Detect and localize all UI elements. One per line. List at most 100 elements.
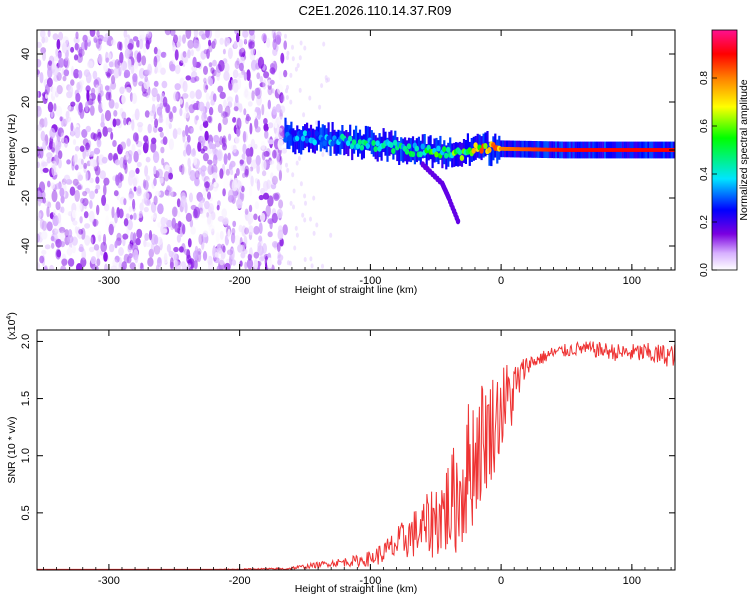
heatmap-noise-cell <box>241 185 245 193</box>
heatmap-noise-cell <box>217 122 222 133</box>
heatmap-noise-cell <box>212 93 217 103</box>
heatmap-noise-cell <box>67 235 74 244</box>
heatmap-noise-cell <box>98 53 103 65</box>
heatmap-noise-cell <box>259 76 263 83</box>
heatmap-noise-cell <box>192 250 199 261</box>
heatmap-noise-cell <box>101 99 106 111</box>
heatmap-noise-cell <box>94 188 99 194</box>
heatmap-noise-cell <box>42 167 49 173</box>
heatmap-noise-cell <box>38 212 42 219</box>
heatmap-noise-cell <box>75 182 81 189</box>
heatmap-noise-cell <box>253 259 259 270</box>
heatmap-noise-cell <box>96 248 101 259</box>
heatmap-noise-cell <box>39 147 44 159</box>
heatmap-noise-cell <box>79 145 85 152</box>
heatmap-noise-cell <box>153 165 157 175</box>
heatmap-noise-cell <box>250 175 254 187</box>
heatmap-noise-cell <box>178 246 184 253</box>
colorbar-axis: 0.0 0.2 0.4 0.6 0.8 <box>699 71 717 277</box>
heatmap-noise-cell <box>212 144 217 155</box>
heatmap-noise-cell <box>253 251 260 259</box>
heatmap-noise-cell <box>73 54 79 61</box>
snr-x-axis: -300 -200 -100 0 100 <box>43 330 672 587</box>
heatmap-noise-cell <box>58 31 64 41</box>
heatmap-noise-cell <box>160 228 168 234</box>
heatmap-noise-cell <box>211 228 215 236</box>
heatmap-noise-cell <box>119 51 124 64</box>
heatmap-noise-cell <box>106 72 111 79</box>
heatmap-noise-cell <box>322 41 326 47</box>
heatmap-noise-cell <box>99 83 103 94</box>
heatmap-noise-cell <box>299 40 303 46</box>
heatmap-noise-cell <box>271 88 275 94</box>
heatmap-noise-cell <box>224 262 231 270</box>
heatmap-noise-cell <box>69 186 76 196</box>
heatmap-noise-cell <box>40 130 46 142</box>
heatmap-noise-cell <box>137 121 144 128</box>
heatmap-noise-cell <box>127 174 134 186</box>
heatmap-noise-cell <box>197 167 203 175</box>
heatmap-noise-cell <box>126 225 130 236</box>
heatmap-noise-cell <box>57 52 62 60</box>
heatmap-signal-halo <box>411 136 415 161</box>
heatmap-noise-cell <box>82 191 88 197</box>
heatmap-noise-cell <box>244 208 249 215</box>
heatmap-noise-cell <box>227 47 233 60</box>
heatmap-noise-cell <box>264 130 269 139</box>
snr-series-line <box>37 340 675 570</box>
colorbar-tick-label: 0.0 <box>699 263 710 277</box>
heatmap-noise-cell <box>273 32 277 43</box>
heatmap-noise-cell <box>243 108 247 116</box>
heatmap-noise-cell <box>145 156 151 163</box>
heatmap-noise-cell <box>160 146 165 154</box>
heatmap-noise-cell <box>131 143 136 154</box>
heatmap-noise-cell <box>175 261 181 270</box>
heatmap-noise-cell <box>96 258 101 267</box>
heatmap-noise-cell <box>206 48 210 59</box>
heatmap-noise-cell <box>272 149 277 159</box>
colorbar-tick-label: 0.2 <box>699 215 710 229</box>
heatmap-noise-cell <box>79 79 85 86</box>
heatmap-noise-cell <box>228 163 233 171</box>
heatmap-noise-cell <box>180 195 187 208</box>
heatmap-noise-cell <box>128 253 133 259</box>
heatmap-noise-cell <box>238 103 243 113</box>
heatmap-noise-cell <box>294 66 298 72</box>
heatmap-noise-cell <box>182 224 186 235</box>
heatmap-noise-cell <box>189 188 195 195</box>
heatmap-noise-cell <box>155 61 162 73</box>
heatmap-noise-cell <box>156 106 163 116</box>
heatmap-noise-cell <box>285 162 288 168</box>
heatmap-signal-cell <box>359 144 365 151</box>
heatmap-noise-cell <box>137 262 141 268</box>
heatmap-noise-cell <box>276 242 281 253</box>
heatmap-noise-cell <box>187 171 191 178</box>
heatmap-noise-cell <box>248 225 254 236</box>
heatmap-noise-cell <box>198 233 204 245</box>
heatmap-signal-cell <box>304 137 310 144</box>
heatmap-noise-cell <box>88 210 95 223</box>
heatmap-noise-cell <box>277 251 281 259</box>
heatmap-noise-cell <box>61 258 68 266</box>
heatmap-noise-cell <box>111 206 115 219</box>
heatmap-noise-cell <box>61 42 67 54</box>
heatmap-noise-cell <box>238 181 244 189</box>
heatmap-noise-cell <box>247 213 254 225</box>
heatmap-noise-cell <box>260 140 266 150</box>
heatmap-noise-cell <box>85 85 91 93</box>
heatmap-noise-cell <box>187 49 191 59</box>
heatmap-noise-cell <box>139 202 144 212</box>
heatmap-noise-cell <box>236 32 240 43</box>
heatmap-noise-cell <box>75 92 81 103</box>
heatmap-noise-cell <box>90 132 96 140</box>
heatmap-noise-cell <box>205 101 210 110</box>
heatmap-noise-cell <box>55 90 59 98</box>
heatmap-noise-cell <box>240 251 246 259</box>
heatmap-noise-cell <box>55 201 61 211</box>
heatmap-noise-cell <box>298 55 302 61</box>
heatmap-noise-cell <box>37 161 40 168</box>
heatmap-noise-cell <box>84 235 91 246</box>
snr-y-label: SNR (10 * v/v) <box>6 416 18 483</box>
heatmap-noise-cell <box>78 184 83 191</box>
heatmap-noise-cell <box>208 39 212 47</box>
